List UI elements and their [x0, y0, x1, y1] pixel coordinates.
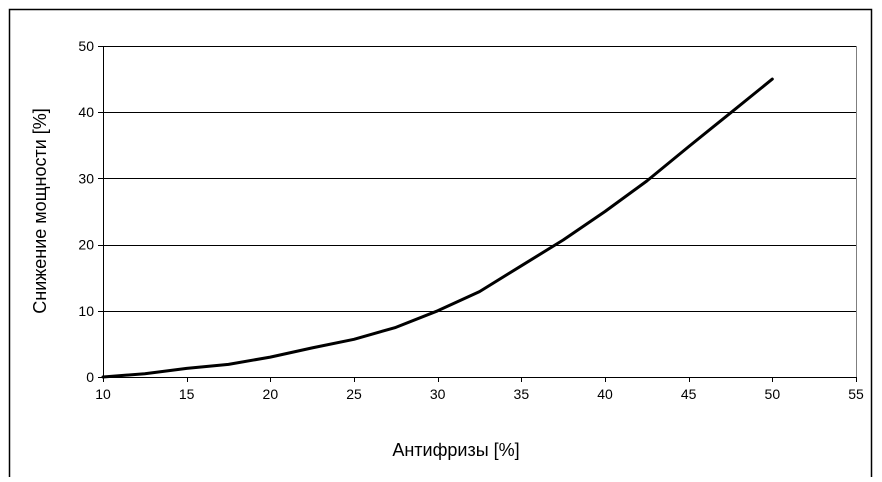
y-tick-label: 50 [78, 38, 94, 54]
y-tick-label: 10 [78, 303, 94, 319]
x-tick-label: 25 [346, 386, 362, 402]
x-tick-label: 15 [179, 386, 195, 402]
x-tick-label: 55 [848, 386, 864, 402]
chart-frame [10, 10, 872, 478]
y-axis-label: Снижение мощности [%] [30, 108, 50, 314]
axes [98, 46, 857, 382]
x-tick-label: 10 [95, 386, 111, 402]
series-lines [103, 79, 772, 377]
y-tick-label: 20 [78, 237, 94, 253]
y-tick-label: 30 [78, 170, 94, 186]
x-tick-label: 20 [263, 386, 279, 402]
x-axis-label: Антифризы [%] [392, 440, 519, 460]
x-tick-label: 30 [430, 386, 446, 402]
gridlines [103, 46, 857, 377]
x-tick-label: 45 [681, 386, 697, 402]
x-tick-label: 35 [514, 386, 530, 402]
x-tick-label: 50 [765, 386, 781, 402]
y-tick-label: 40 [78, 104, 94, 120]
series-line-0 [103, 79, 772, 377]
x-tick-label: 40 [597, 386, 613, 402]
y-tick-label: 0 [86, 369, 94, 385]
